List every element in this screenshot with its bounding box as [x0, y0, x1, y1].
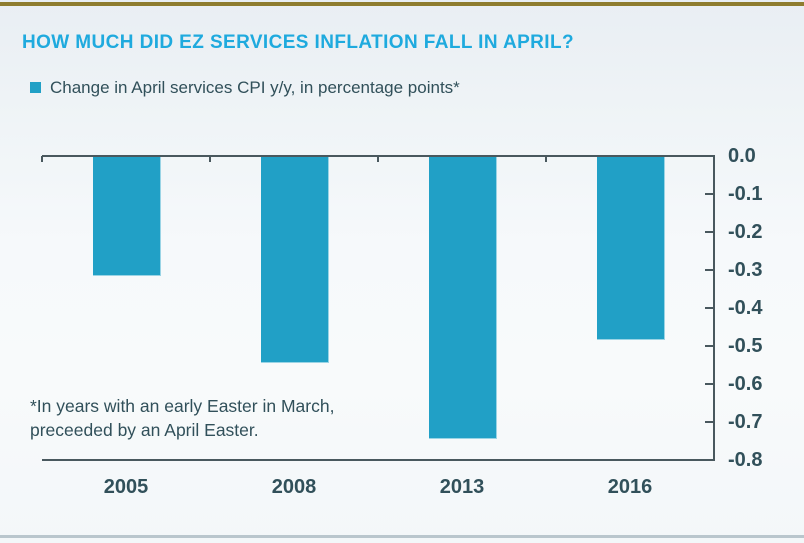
- y-axis-tick: [705, 155, 713, 157]
- y-axis-tick: [705, 269, 713, 271]
- bar-2013: [428, 157, 497, 439]
- y-axis-tick-label: -0.6: [728, 373, 763, 395]
- chart-title: HOW MUCH DID EZ SERVICES INFLATION FALL …: [22, 32, 574, 53]
- legend-marker-icon: [30, 82, 41, 93]
- y-axis-tick-label: -0.8: [728, 449, 763, 471]
- y-axis-tick-label: -0.3: [728, 259, 763, 281]
- y-axis-line: [713, 155, 715, 461]
- x-axis-label-2005: 2005: [103, 476, 149, 498]
- top-accent-rule: [0, 2, 804, 6]
- x-axis-bottom-line: [42, 459, 714, 461]
- footnote: *In years with an early Easter in March,…: [30, 394, 334, 442]
- y-axis-tick-label: -0.2: [728, 221, 763, 243]
- y-axis-tick: [705, 345, 713, 347]
- y-axis-tick-label: -0.4: [728, 297, 763, 319]
- y-axis-tick-label: -0.1: [728, 183, 763, 205]
- legend: Change in April services CPI y/y, in per…: [30, 78, 460, 98]
- x-axis-tick: [377, 156, 379, 162]
- y-axis-tick: [705, 383, 713, 385]
- x-axis-tick: [41, 156, 43, 162]
- y-axis-tick-label: 0.0: [728, 145, 756, 167]
- bottom-divider-rule: [0, 535, 804, 538]
- footnote-line-1: *In years with an early Easter in March,: [30, 396, 335, 416]
- footnote-line-2: preceeded by an April Easter.: [30, 420, 259, 440]
- x-axis-label-2008: 2008: [271, 476, 317, 498]
- x-axis-tick: [545, 156, 547, 162]
- y-axis-tick: [705, 307, 713, 309]
- y-axis-tick: [705, 459, 713, 461]
- y-axis-tick: [705, 231, 713, 233]
- bar-2008: [260, 157, 329, 363]
- y-axis-tick: [705, 193, 713, 195]
- bar-2016: [596, 157, 665, 340]
- y-axis-tick-label: -0.7: [728, 411, 763, 433]
- x-axis-label-2016: 2016: [607, 476, 653, 498]
- y-axis-tick: [705, 421, 713, 423]
- legend-label: Change in April services CPI y/y, in per…: [50, 78, 460, 97]
- x-axis-tick: [209, 156, 211, 162]
- y-axis-tick-label: -0.5: [728, 335, 763, 357]
- bar-2005: [92, 157, 161, 276]
- x-axis-label-2013: 2013: [439, 476, 485, 498]
